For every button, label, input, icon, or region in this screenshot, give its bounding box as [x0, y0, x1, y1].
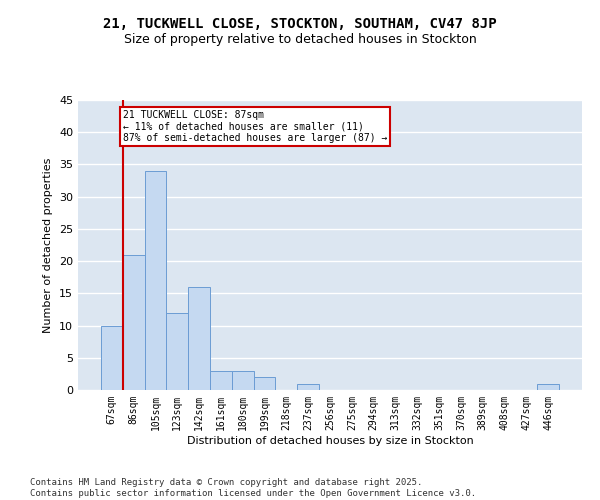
Bar	[254, 377, 275, 390]
Bar	[210, 370, 232, 390]
Bar	[537, 384, 559, 390]
Bar	[123, 254, 145, 390]
Bar	[101, 326, 123, 390]
Bar	[188, 287, 210, 390]
Text: Contains HM Land Registry data © Crown copyright and database right 2025.
Contai: Contains HM Land Registry data © Crown c…	[30, 478, 476, 498]
Bar	[297, 384, 319, 390]
Text: 21 TUCKWELL CLOSE: 87sqm
← 11% of detached houses are smaller (11)
87% of semi-d: 21 TUCKWELL CLOSE: 87sqm ← 11% of detach…	[123, 110, 387, 143]
Bar	[232, 370, 254, 390]
Text: 21, TUCKWELL CLOSE, STOCKTON, SOUTHAM, CV47 8JP: 21, TUCKWELL CLOSE, STOCKTON, SOUTHAM, C…	[103, 18, 497, 32]
Bar	[166, 312, 188, 390]
X-axis label: Distribution of detached houses by size in Stockton: Distribution of detached houses by size …	[187, 436, 473, 446]
Text: Size of property relative to detached houses in Stockton: Size of property relative to detached ho…	[124, 32, 476, 46]
Y-axis label: Number of detached properties: Number of detached properties	[43, 158, 53, 332]
Bar	[145, 171, 166, 390]
